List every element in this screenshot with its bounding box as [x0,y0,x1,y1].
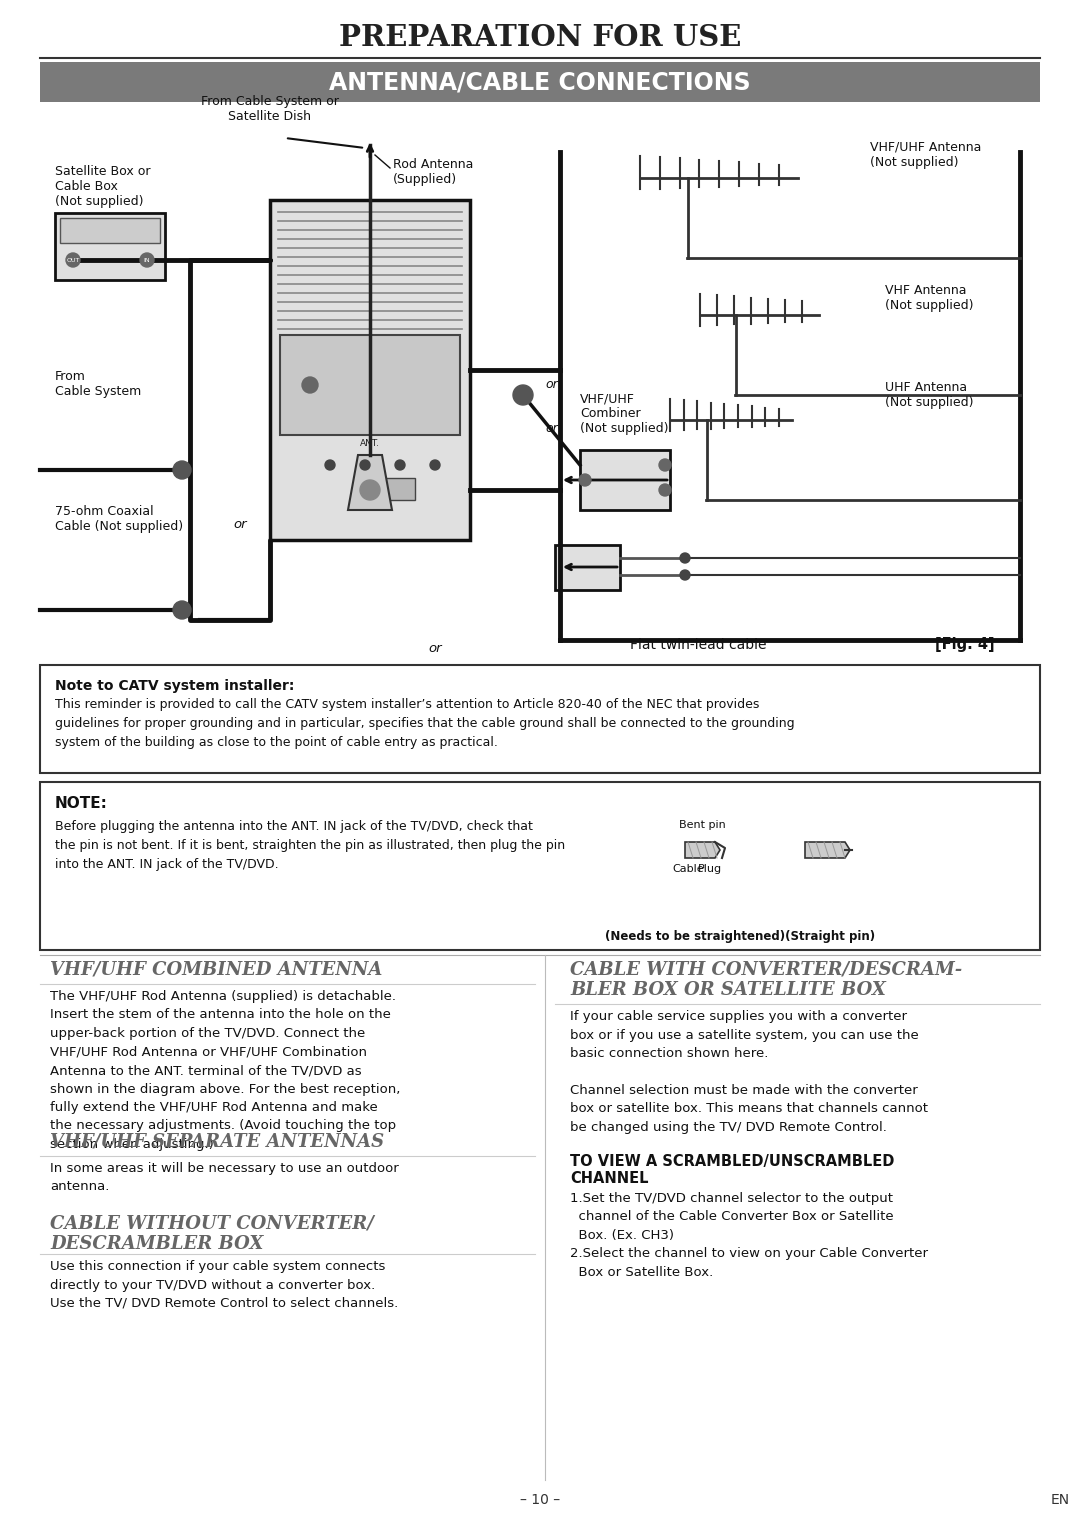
Text: Before plugging the antenna into the ANT. IN jack of the TV/DVD, check that
the : Before plugging the antenna into the ANT… [55,819,565,871]
Text: Plug: Plug [698,864,723,874]
Text: VHF/UHF SEPARATE ANTENNAS: VHF/UHF SEPARATE ANTENNAS [50,1132,384,1151]
Polygon shape [685,842,720,858]
Text: Use this connection if your cable system connects
directly to your TV/DVD withou: Use this connection if your cable system… [50,1260,399,1309]
Bar [40,781,1040,951]
Text: OUT: OUT [66,258,80,262]
Polygon shape [805,842,850,858]
Text: EN: EN [1051,1492,1069,1508]
Bar [580,450,670,510]
Text: This reminder is provided to call the CATV system installer’s attention to Artic: This reminder is provided to call the CA… [55,697,795,749]
Text: VHF/UHF
Combiner
(Not supplied): VHF/UHF Combiner (Not supplied) [580,392,669,435]
Text: (Needs to be straightened)(Straight pin): (Needs to be straightened)(Straight pin) [605,929,875,943]
Text: – 10 –: – 10 – [519,1492,561,1508]
Bar [55,214,165,279]
Bar [40,63,1040,102]
Text: TO VIEW A SCRAMBLED/UNSCRAMBLED
CHANNEL: TO VIEW A SCRAMBLED/UNSCRAMBLED CHANNEL [570,1154,894,1186]
Text: VHF Antenna
(Not supplied): VHF Antenna (Not supplied) [885,284,973,311]
Text: Cable: Cable [672,864,704,874]
Bar [40,665,1040,774]
Circle shape [680,571,690,580]
Text: [Fig. 4]: [Fig. 4] [935,638,995,653]
Text: or: or [233,519,247,531]
Circle shape [680,552,690,563]
Text: UHF Antenna
(Not supplied): UHF Antenna (Not supplied) [885,382,973,409]
Text: IN: IN [144,258,150,262]
Text: Satellite Box or
Cable Box
(Not supplied): Satellite Box or Cable Box (Not supplied… [55,165,150,208]
Text: Bent pin: Bent pin [678,819,726,830]
Bar [270,200,470,540]
Circle shape [173,601,191,620]
Circle shape [360,459,370,470]
Circle shape [430,459,440,470]
Text: 75-ohm Coaxial
Cable (Not supplied): 75-ohm Coaxial Cable (Not supplied) [55,505,184,533]
Text: The VHF/UHF Rod Antenna (supplied) is detachable.
Insert the stem of the antenna: The VHF/UHF Rod Antenna (supplied) is de… [50,990,401,1151]
Text: VHF/UHF COMBINED ANTENNA: VHF/UHF COMBINED ANTENNA [50,960,382,978]
Text: From
Cable System: From Cable System [55,369,141,398]
Circle shape [66,253,80,267]
Text: or: or [545,378,557,392]
Text: or: or [428,641,442,655]
Circle shape [659,459,671,472]
Bar [60,218,160,243]
Text: Note to CATV system installer:: Note to CATV system installer: [55,679,295,693]
Circle shape [173,461,191,479]
Text: NOTE:: NOTE: [55,797,108,810]
Circle shape [659,484,671,496]
Circle shape [140,253,154,267]
Circle shape [579,475,591,485]
Circle shape [395,459,405,470]
Bar [280,336,460,435]
Text: CABLE WITH CONVERTER/DESCRAM-
BLER BOX OR SATELLITE BOX: CABLE WITH CONVERTER/DESCRAM- BLER BOX O… [570,960,962,1000]
Text: ANTENNA/CABLE CONNECTIONS: ANTENNA/CABLE CONNECTIONS [329,70,751,95]
Polygon shape [348,455,392,510]
Circle shape [325,459,335,470]
Text: or: or [545,421,557,435]
Bar [555,545,620,591]
Circle shape [302,377,318,394]
Circle shape [513,385,534,404]
Text: From Cable System or
Satellite Dish: From Cable System or Satellite Dish [201,95,339,124]
Text: Flat twin-lead cable: Flat twin-lead cable [630,638,767,652]
Text: CABLE WITHOUT CONVERTER/
DESCRAMBLER BOX: CABLE WITHOUT CONVERTER/ DESCRAMBLER BOX [50,1215,374,1253]
Text: VHF/UHF Antenna
(Not supplied): VHF/UHF Antenna (Not supplied) [870,140,982,169]
Circle shape [360,481,380,501]
Text: ANT.: ANT. [360,439,380,449]
Text: In some areas it will be necessary to use an outdoor
antenna.: In some areas it will be necessary to us… [50,1161,399,1193]
Text: PREPARATION FOR USE: PREPARATION FOR USE [339,23,741,52]
Text: Rod Antenna
(Supplied): Rod Antenna (Supplied) [393,159,473,186]
Bar [355,478,415,501]
Text: If your cable service supplies you with a converter
box or if you use a satellit: If your cable service supplies you with … [570,1010,928,1134]
Text: 1.Set the TV/DVD channel selector to the output
  channel of the Cable Converter: 1.Set the TV/DVD channel selector to the… [570,1192,928,1279]
